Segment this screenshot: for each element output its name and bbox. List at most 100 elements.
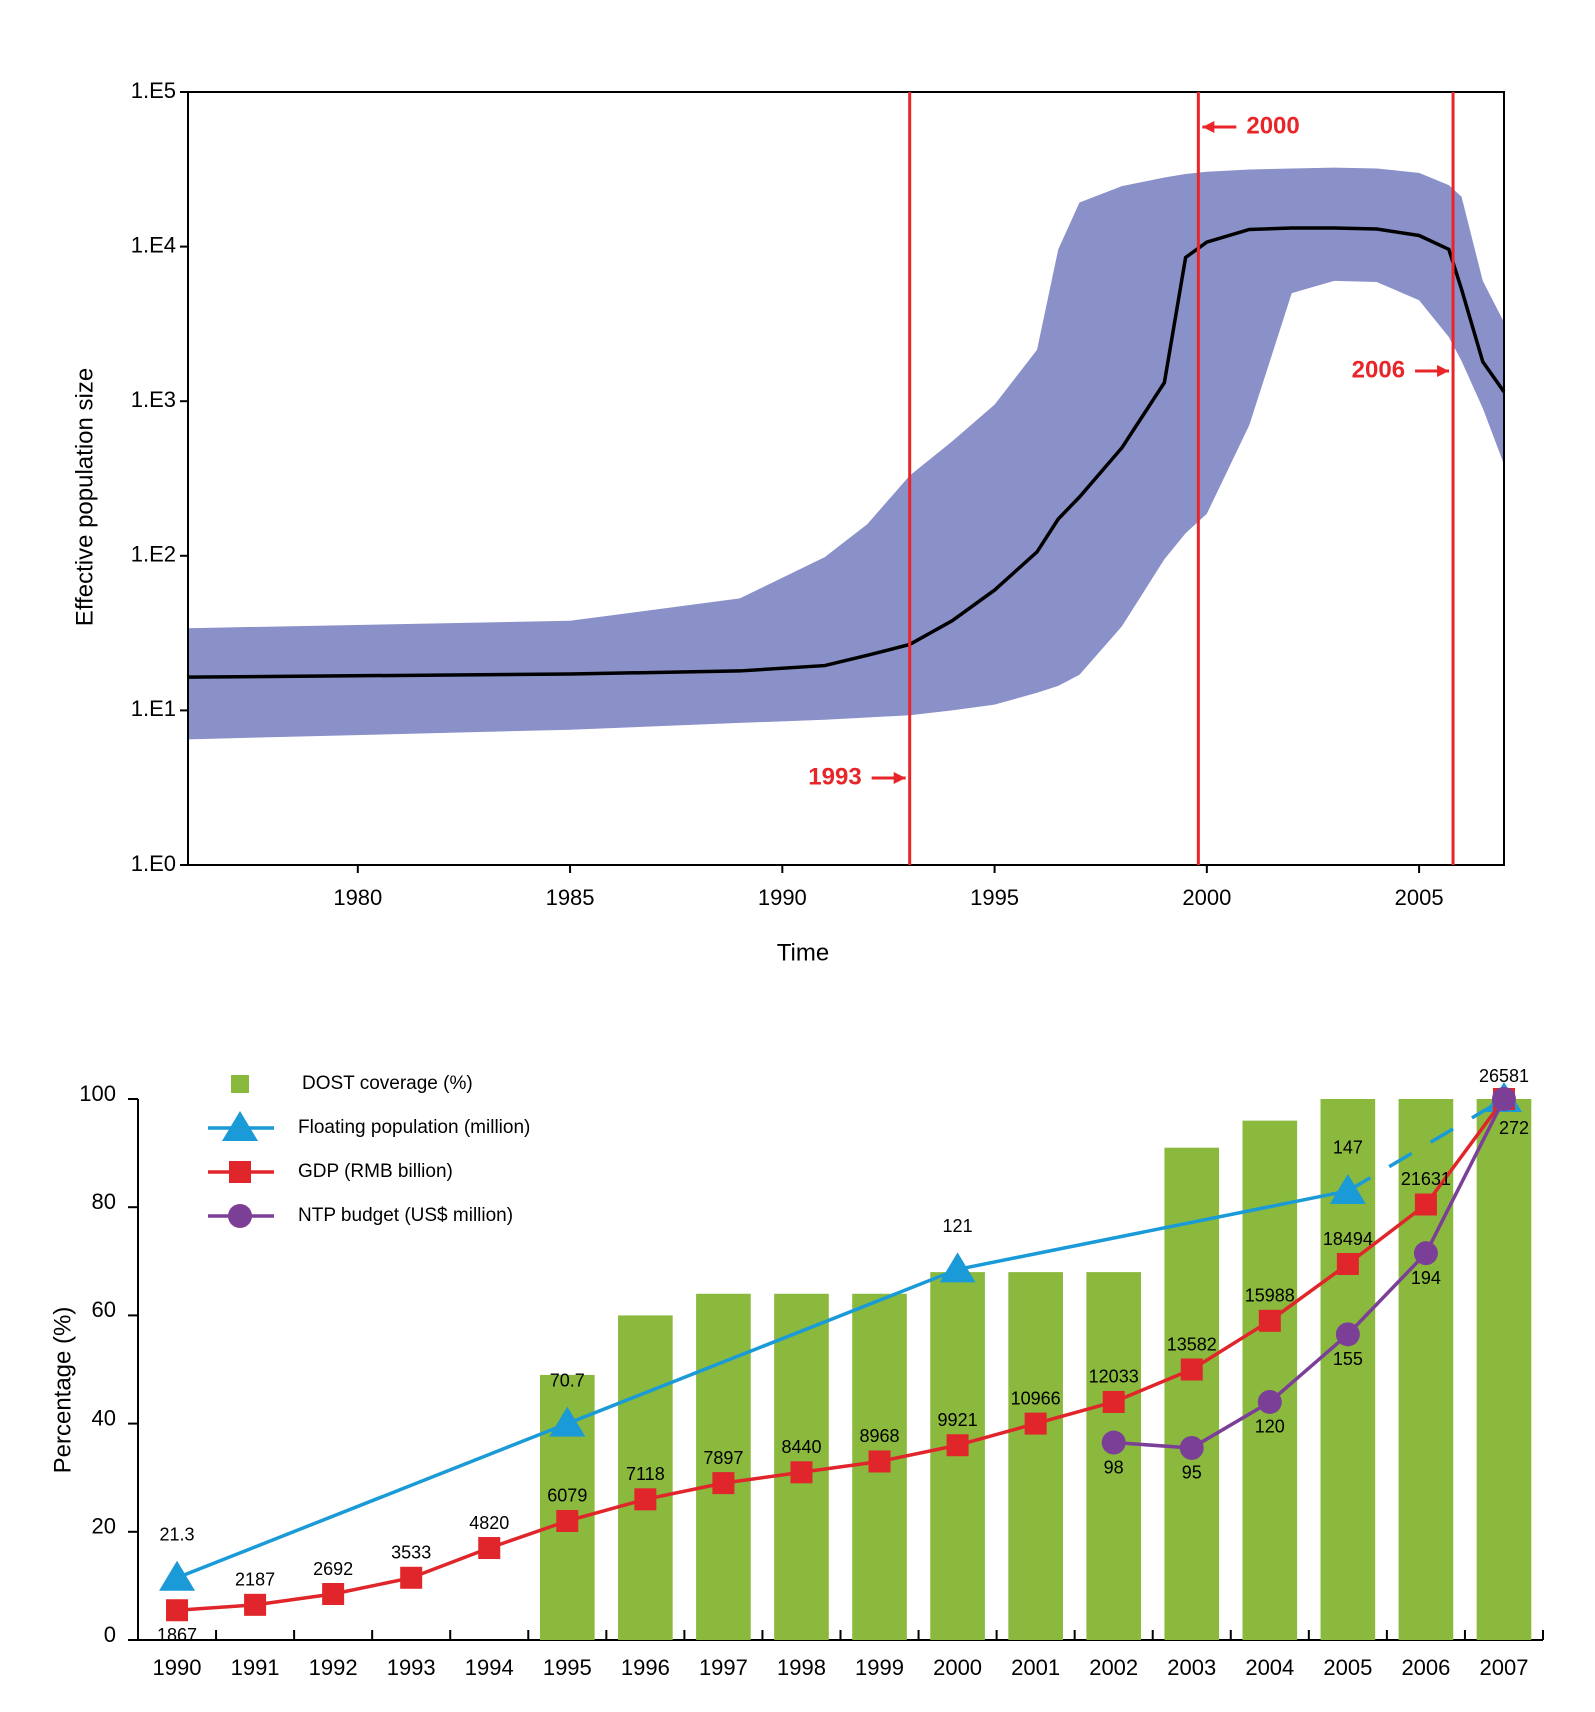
annotation-label: 2000 [1246,112,1299,139]
marker-square [1102,1390,1125,1413]
y-tick-label: 80 [92,1189,116,1214]
marker-square [556,1509,579,1532]
data-label: 12033 [1089,1367,1139,1387]
x-tick-label: 2007 [1479,1655,1528,1680]
annotation-label: 2006 [1352,356,1405,383]
y-axis-label: Effective population size [71,368,98,626]
series-segment [957,1189,1349,1272]
series-segment [1346,1097,1505,1193]
data-label: 8968 [860,1426,900,1446]
annotation-arrowhead [1202,121,1215,133]
data-label: 98 [1104,1457,1124,1477]
series-segment [1190,1319,1271,1371]
y-tick-label: 1.E1 [131,696,176,721]
bar [1242,1120,1298,1640]
marker-square [790,1461,813,1484]
data-label: 6079 [547,1486,587,1506]
data-label: 21631 [1401,1169,1451,1189]
marker-square [1024,1412,1047,1435]
series-segment [879,1443,958,1464]
data-label: 7118 [626,1464,665,1484]
data-label: 120 [1255,1417,1285,1437]
legend-label: DOST coverage (%) [302,1073,473,1094]
annotation-arrowhead [1437,365,1450,377]
data-label: 13582 [1167,1334,1217,1354]
series-segment [801,1459,880,1475]
data-label: 21.3 [160,1525,195,1545]
series-segment [1424,1097,1506,1206]
data-label: 70.7 [550,1370,585,1390]
marker-square [1258,1309,1281,1332]
data-label: 1867 [157,1625,197,1645]
series-segment [332,1576,412,1596]
y-tick-label: 100 [79,1081,116,1106]
series-segment [1190,1400,1271,1450]
marker-circle [1257,1389,1282,1414]
annotation-arrowhead [893,772,906,784]
series-segment [957,1421,1037,1447]
x-tick-label: 2004 [1245,1655,1294,1680]
y-tick-label: 40 [92,1405,116,1430]
x-tick-label: 2005 [1323,1655,1372,1680]
x-tick-label: 1996 [621,1655,670,1680]
data-label: 121 [943,1216,973,1236]
marker-square [244,1593,267,1616]
data-label: 9921 [938,1410,978,1430]
series-segment [566,1497,646,1523]
marker-circle [1335,1322,1360,1347]
series-segment [488,1519,568,1550]
series-segment [1113,1367,1193,1404]
plot-frame [187,91,1505,866]
data-label: 2187 [235,1570,275,1590]
bar [1398,1099,1454,1640]
data-label: 8440 [781,1437,821,1457]
y-tick-label: 60 [92,1297,116,1322]
marker-square [1414,1193,1437,1216]
y-tick-label: 1.E2 [131,542,176,567]
data-label: 26581 [1479,1066,1529,1086]
bar [1164,1147,1220,1640]
x-tick-label: 1985 [546,885,595,910]
data-label: 18494 [1323,1229,1373,1249]
x-tick-label: 1994 [465,1655,514,1680]
x-tick-label: 2002 [1089,1655,1138,1680]
y-tick-label: 0 [104,1622,116,1647]
series-segment [1346,1251,1428,1336]
data-label: 10966 [1011,1388,1061,1408]
bar [1086,1272,1142,1640]
legend-label: NTP budget (US$ million) [298,1205,513,1226]
median-line [187,226,1506,679]
series-segment [1346,1203,1427,1266]
series-segment [1268,1262,1349,1323]
bar [696,1293,751,1640]
bar [1476,1099,1532,1640]
x-tick-label: 1990 [153,1655,202,1680]
bar [1008,1272,1063,1640]
x-tick-label: 1990 [758,885,807,910]
x-tick-label: 1995 [543,1655,592,1680]
annotation-label: 1993 [808,763,861,790]
y-axis-label: Percentage (%) [49,1307,76,1474]
marker-square [868,1450,891,1473]
marker-triangle [159,1560,196,1591]
bar [618,1315,673,1640]
series-segment [723,1470,802,1485]
marker-circle [1413,1241,1438,1266]
marker-square [229,1161,251,1183]
data-label: 7897 [703,1448,743,1468]
series-segment [410,1546,490,1580]
series-segment [566,1267,959,1426]
marker-square [400,1566,423,1589]
marker-triangle [549,1406,586,1437]
marker-square [634,1488,657,1511]
data-label: 155 [1333,1349,1363,1369]
legend-label: GDP (RMB billion) [298,1161,453,1182]
x-tick-label: 2000 [1182,885,1231,910]
marker-circle [1179,1435,1204,1460]
data-label: 147 [1333,1138,1363,1158]
series-segment [1268,1333,1350,1404]
data-label: 272 [1499,1118,1529,1138]
series-segment [1424,1098,1506,1254]
